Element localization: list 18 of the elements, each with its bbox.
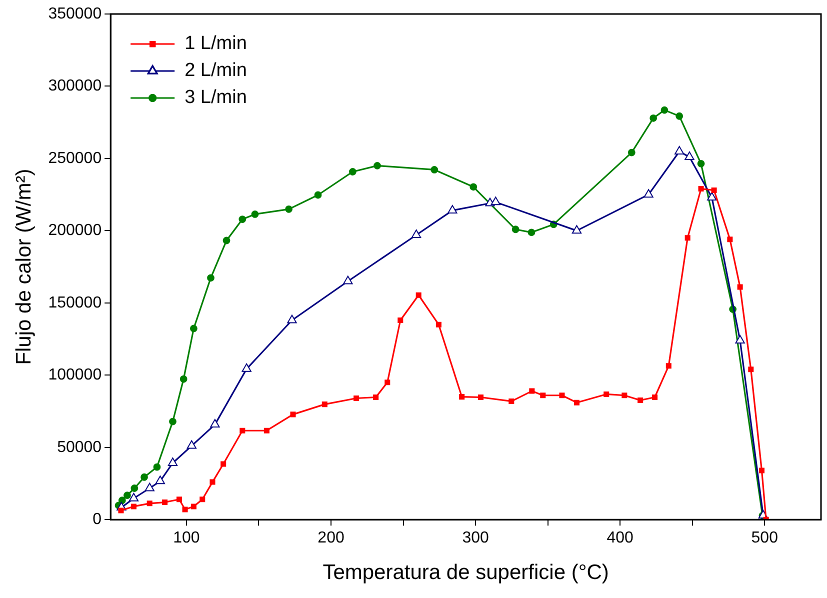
- y-tick-label: 350000: [48, 5, 102, 22]
- legend-label: 1 L/min: [184, 33, 247, 54]
- x-tick-label: 100: [173, 530, 200, 547]
- y-tick-label: 150000: [48, 294, 102, 312]
- y-tick-label: 250000: [48, 150, 102, 167]
- x-tick-label: 300: [462, 530, 489, 547]
- y-axis-title: Flujo de calor (W/m²): [12, 168, 36, 365]
- legend-label: 3 L/min: [184, 87, 247, 108]
- y-tick-label: 50000: [57, 438, 102, 456]
- y-tick-label: 100000: [48, 366, 102, 384]
- x-tick-label: 400: [606, 530, 634, 547]
- y-tick-label: 300000: [48, 78, 102, 95]
- x-tick-label: 500: [751, 530, 778, 547]
- y-tick-label: 200000: [48, 222, 102, 240]
- x-tick-label: 200: [318, 530, 344, 547]
- legend-label: 2 L/min: [184, 60, 247, 82]
- y-tick-label: 0: [92, 511, 102, 528]
- x-axis-title: Temperatura de superficie (°C): [322, 561, 609, 584]
